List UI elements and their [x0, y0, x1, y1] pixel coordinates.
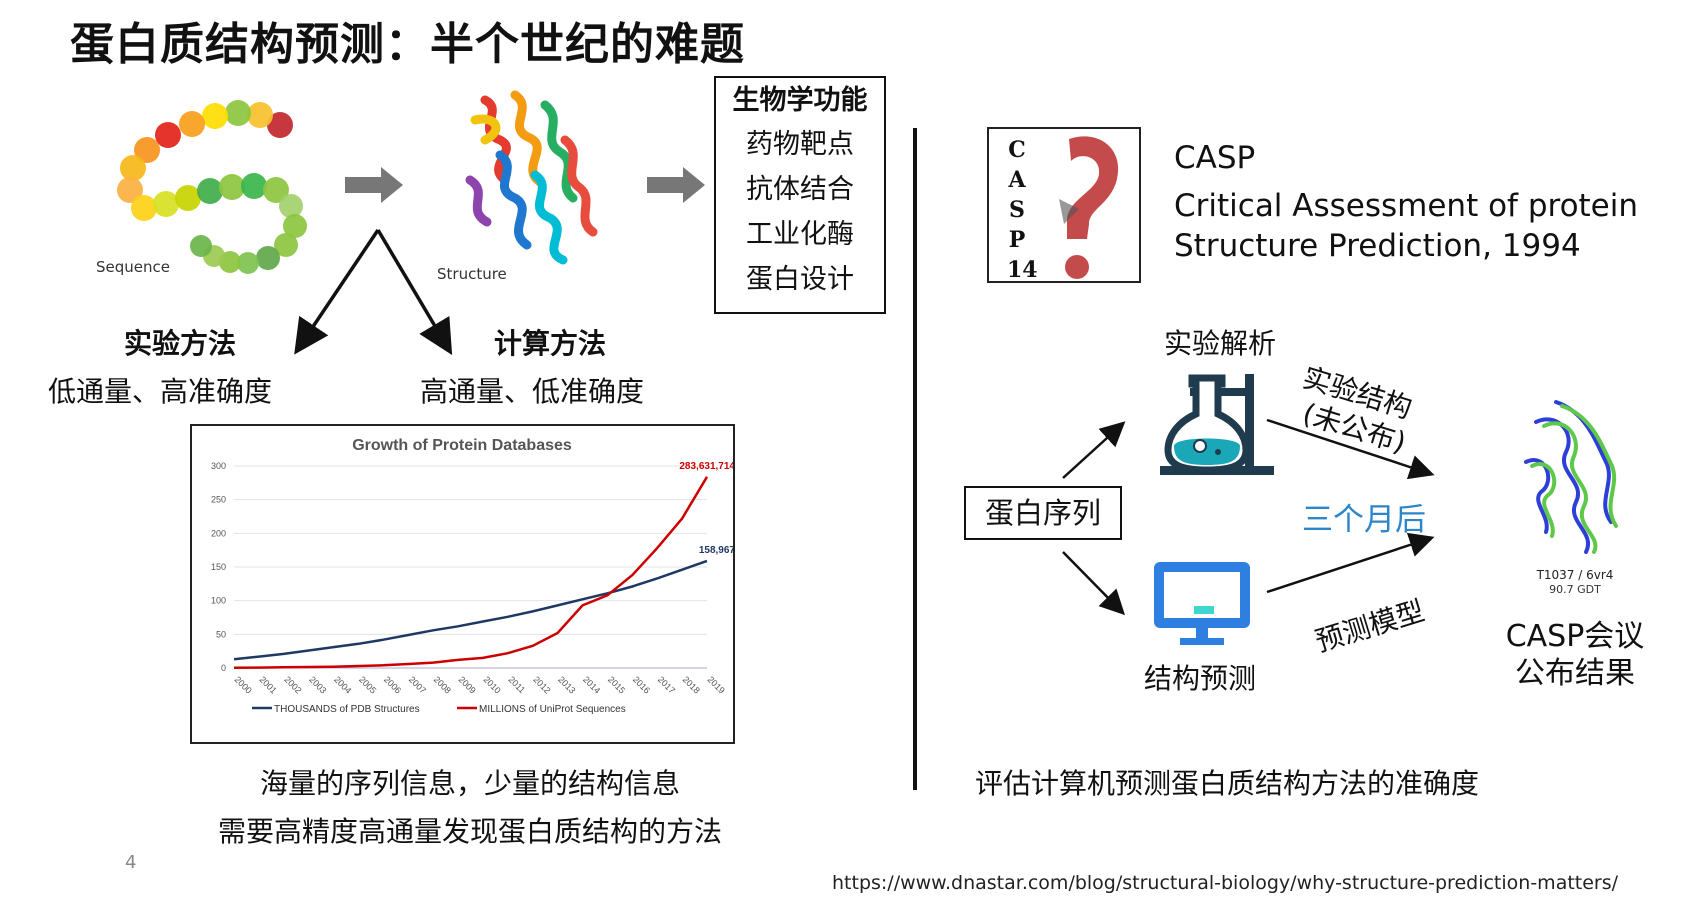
x-tick-label: 2011 — [506, 674, 527, 695]
experimental-analysis-label: 实验解析 — [1163, 327, 1276, 360]
pdb-series-line — [233, 559, 708, 661]
result-id-label: T1037 / 6vr4 — [1536, 568, 1614, 582]
chart-svg: Growth of Protein Databases0501001502002… — [211, 437, 733, 715]
x-tick-label: 2000 — [233, 674, 254, 695]
x-tick-label: 2010 — [482, 674, 503, 695]
protein-database-chart: Growth of Protein Databases 0 50 100 150 200 2… — [190, 424, 735, 744]
y-tick-label: 100 — [211, 596, 226, 606]
y-tick-label: 150 — [211, 562, 226, 572]
x-tick-label: 2002 — [282, 674, 303, 695]
y-tick-label: 250 — [211, 495, 226, 505]
legend-entry: THOUSANDS of PDB Structures — [274, 704, 420, 715]
x-tick-label: 2001 — [257, 674, 278, 695]
x-tick-label: 2009 — [457, 674, 478, 695]
casp-full-line1: Critical Assessment of protein — [1174, 188, 1639, 224]
three-months-label: 三个月后 — [1302, 502, 1426, 538]
casp14-logo: C A S P 14 — [987, 127, 1141, 283]
experimental-method-title: 实验方法 — [123, 327, 236, 360]
casp-logo-letter: S — [1009, 197, 1025, 223]
casp-announce-line2: 公布结果 — [1515, 656, 1635, 691]
vertical-divider — [913, 128, 917, 790]
function-item: 抗体结合 — [746, 174, 854, 205]
x-tick-label: 2005 — [357, 674, 378, 695]
page-number: 4 — [125, 852, 137, 873]
x-tick-label: 2019 — [706, 674, 727, 695]
y-tick-label: 50 — [216, 629, 226, 639]
series-end-label: 158,967 — [699, 545, 733, 556]
right-arrow-icon — [345, 167, 403, 203]
x-tick-label: 2007 — [407, 674, 428, 695]
casp-logo-letter: C — [1008, 137, 1026, 163]
flask-icon — [1160, 374, 1274, 475]
x-tick-label: 2018 — [681, 674, 702, 695]
source-url[interactable]: https://www.dnastar.com/blog/structural-… — [832, 872, 1619, 894]
chart-caption-line1: 海量的序列信息，少量的结构信息 — [259, 767, 680, 800]
y-tick-label: 0 — [221, 663, 226, 673]
monitor-icon — [1154, 562, 1250, 645]
casp-logo-graphic — [1059, 136, 1119, 279]
predicted-structure-image — [1524, 400, 1618, 554]
chart-title: Growth of Protein Databases — [352, 437, 572, 454]
sequence-illustration — [117, 100, 307, 274]
protein-sequence-box: 蛋白序列 — [964, 486, 1122, 540]
x-tick-label: 2008 — [432, 674, 453, 695]
result-gdt-label: 90.7 GDT — [1549, 583, 1601, 596]
computational-method-desc: 高通量、低准确度 — [420, 375, 645, 408]
right-bottom-caption: 评估计算机预测蛋白质结构方法的准确度 — [975, 767, 1480, 800]
structure-prediction-label: 结构预测 — [1143, 662, 1256, 695]
series-end-label: 283,631,714 — [679, 461, 733, 472]
x-tick-label: 2017 — [656, 674, 677, 695]
x-tick-label: 2013 — [556, 674, 577, 695]
legend-entry: MILLIONS of UniProt Sequences — [479, 704, 626, 715]
x-tick-label: 2012 — [531, 674, 552, 695]
sequence-label: Sequence — [96, 258, 170, 276]
casp-announce-line1: CASP会议 — [1505, 619, 1645, 654]
chart-caption-line2: 需要高精度高通量发现蛋白质结构的方法 — [217, 815, 722, 848]
y-tick-label: 200 — [211, 528, 226, 538]
casp-full-line2: Structure Prediction, 1994 — [1174, 228, 1581, 264]
experimental-method-desc: 低通量、高准确度 — [48, 375, 273, 408]
casp-logo-letter: A — [1008, 167, 1026, 193]
x-tick-label: 2003 — [307, 674, 328, 695]
function-item: 蛋白设计 — [746, 264, 854, 295]
uniprot-series-line — [233, 476, 709, 669]
casp-name: CASP — [1174, 140, 1256, 176]
structure-label: Structure — [437, 265, 507, 283]
casp-logo-letter: P — [1008, 227, 1026, 253]
x-tick-label: 2004 — [332, 674, 353, 695]
to-result-arrows — [1266, 418, 1435, 594]
biological-function-box: 生物学功能 药物靶点 抗体结合 工业化酶 蛋白设计 — [714, 76, 886, 314]
right-arrow-icon — [647, 167, 705, 203]
computational-method-title: 计算方法 — [493, 327, 606, 360]
split-arrows-icon — [294, 229, 453, 355]
y-tick-label: 300 — [211, 461, 226, 471]
x-tick-label: 2006 — [382, 674, 403, 695]
casp-logo-letter: 14 — [1007, 257, 1038, 283]
x-tick-label: 2015 — [606, 674, 627, 695]
structure-illustration — [465, 90, 598, 265]
sequence-branch-arrows — [1062, 421, 1126, 616]
x-tick-label: 2014 — [581, 674, 602, 695]
x-tick-label: 2016 — [631, 674, 652, 695]
page-title: 蛋白质结构预测：半个世纪的难题 — [70, 19, 745, 70]
function-heading: 生物学功能 — [732, 85, 868, 116]
function-item: 工业化酶 — [746, 219, 854, 250]
function-item: 药物靶点 — [746, 129, 854, 160]
